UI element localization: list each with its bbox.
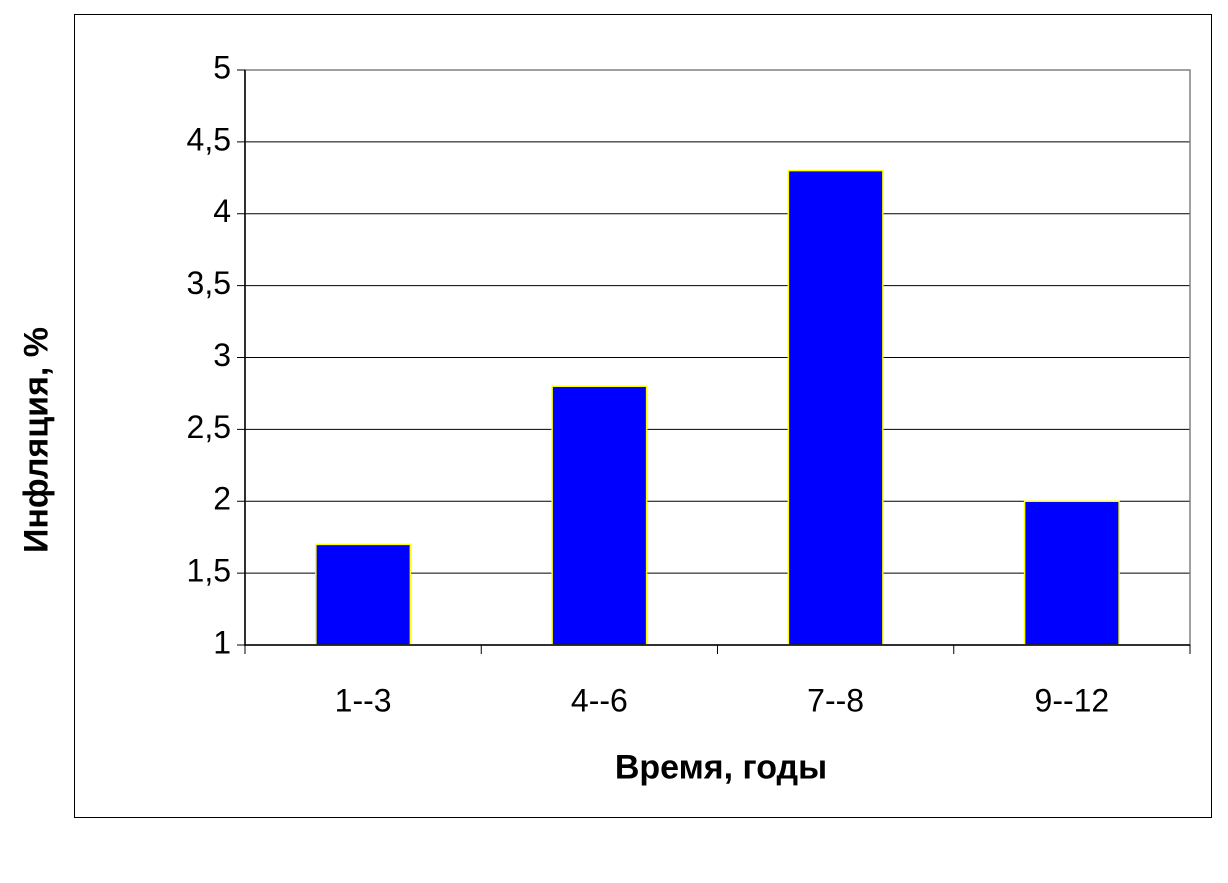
bar <box>315 543 412 646</box>
y-tick-label: 1,5 <box>187 553 231 589</box>
y-tick-label: 2 <box>213 481 231 517</box>
bar <box>787 169 884 646</box>
y-tick-label: 3 <box>213 337 231 373</box>
bar <box>551 385 648 646</box>
y-tick-labels: 1 1,5 2 2,5 3 3,5 4 4,5 5 <box>187 49 231 660</box>
y-axis-label: Инфляция, % <box>17 326 56 554</box>
x-axis-label: Время, годы <box>614 748 828 787</box>
x-tick-label: 7--8 <box>807 682 864 718</box>
gridlines <box>245 69 1190 574</box>
y-tick-label: 4 <box>213 193 231 229</box>
bar <box>1023 500 1120 646</box>
x-tick-label: 4--6 <box>571 682 628 718</box>
x-tick-label: 9--12 <box>1035 682 1110 718</box>
axes <box>237 69 1191 654</box>
bars <box>315 169 1120 646</box>
y-tick-label: 1 <box>213 624 231 660</box>
x-tick-labels: 1--3 4--6 7--8 9--12 <box>335 682 1110 718</box>
y-tick-label: 5 <box>213 49 231 85</box>
y-tick-label: 3,5 <box>187 265 231 301</box>
y-tick-label: 2,5 <box>187 409 231 445</box>
y-tick-label: 4,5 <box>187 121 231 157</box>
x-tick-label: 1--3 <box>335 682 392 718</box>
